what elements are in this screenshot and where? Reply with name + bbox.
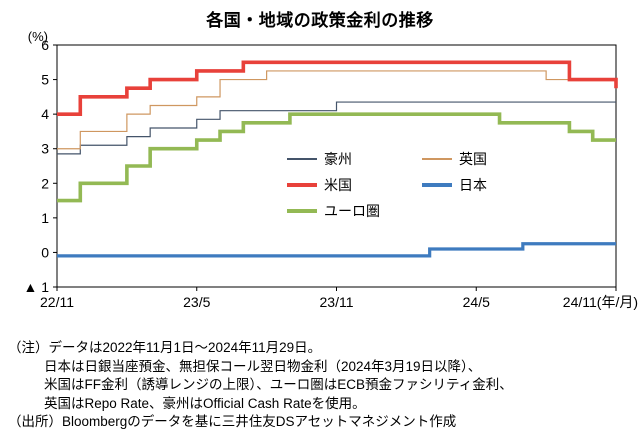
y-tick-label: 3 — [41, 141, 49, 157]
legend-label: 米国 — [324, 177, 352, 193]
y-tick-label: 5 — [41, 72, 49, 88]
y-axis-unit-label: (%) — [28, 31, 48, 44]
legend-line-swatch — [287, 183, 317, 187]
y-tick-label: 1 — [41, 210, 49, 226]
chart-title: 各国・地域の政策金利の推移 — [206, 11, 434, 30]
series-line-英国 — [57, 70, 617, 150]
x-tick-label: 24/11(年/月) — [563, 294, 638, 310]
legend-item-米国: 米国 — [287, 175, 422, 195]
y-tick-label: 0 — [41, 244, 49, 260]
note-line-source-period: （注）データは2022年11月1日～2024年11月29日。 — [8, 340, 322, 355]
x-tick-label: 24/5 — [463, 294, 490, 310]
x-tick-label: 23/11 — [320, 294, 354, 310]
legend-item-ユーロ圏: ユーロ圏 — [287, 201, 422, 221]
y-tick-label: 2 — [41, 175, 49, 191]
legend-item-日本: 日本 — [422, 175, 487, 195]
legend-item-豪州: 豪州 — [287, 149, 422, 169]
note-line-us-euro-def: 米国はFF金利（誘導レンジの上限）、ユーロ圏はECB預金ファシリティ金利、 — [44, 377, 513, 392]
y-tick-label: 4 — [41, 106, 49, 122]
series-line-日本 — [57, 242, 616, 258]
note-line-japan-def: 日本は日銀当座預金、無担保コール翌日物金利（2024年3月19日以降）、 — [44, 358, 482, 374]
x-tick-label: 23/5 — [183, 294, 210, 310]
legend-line-swatch — [287, 158, 317, 160]
y-tick-label: ▲ 1 — [23, 279, 49, 295]
notes: （注）データは2022年11月1日～2024年11月29日。 日本は日銀当座預金… — [0, 339, 640, 431]
note-line-source: （出所）Bloombergのデータを基に三井住友DSアセットマネジメント作成 — [8, 414, 457, 429]
legend-line-swatch — [287, 209, 317, 213]
y-tick-label: 6 — [41, 37, 49, 53]
legend-label: 英国 — [459, 151, 487, 167]
series-line-米国 — [57, 60, 618, 116]
x-tick-label: 22/11 — [40, 294, 74, 310]
series-line-豪州 — [57, 101, 616, 155]
legend-item-英国: 英国 — [422, 149, 487, 169]
policy-rate-chart: 6 5 4 3 2 1 0 ▲ 122/11 23/5 23/11 24/5 24/11(年/月) (%… — [23, 31, 638, 310]
legend-label: 日本 — [459, 177, 487, 193]
series-line-ユーロ圏 — [57, 112, 616, 203]
legend-label: ユーロ圏 — [324, 203, 380, 219]
legend-line-swatch — [422, 183, 452, 187]
chart-area: 6 5 4 3 2 1 0 ▲ 1 22/11 23/5 23/11 24/5 24/11(年/月) (%… — [0, 31, 640, 311]
note-line-uk-aus-def: 英国はRepo Rate、豪州はOfficial Cash Rateを使用。 — [44, 395, 366, 411]
legend-line-swatch — [422, 158, 452, 160]
legend-label: 豪州 — [324, 151, 352, 167]
chart-legend: 豪州 英国米国 日本ユーロ圏 — [287, 149, 487, 221]
